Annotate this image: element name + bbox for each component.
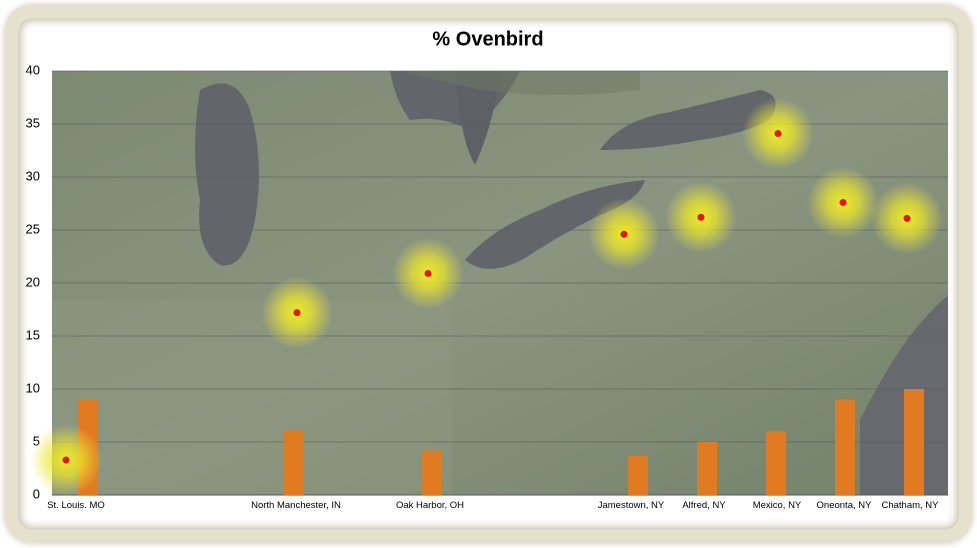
x-tick-label: Oak Harbor, OH xyxy=(395,500,465,511)
bar xyxy=(835,399,855,495)
point xyxy=(697,213,705,221)
x-tick-label: Alfred, NY xyxy=(682,500,726,511)
y-tick-label: 30 xyxy=(26,168,40,183)
x-tick-label: Mexico, NY xyxy=(752,500,802,511)
point xyxy=(774,130,782,138)
x-tick-label: Oneonta, NY xyxy=(816,500,872,511)
bar xyxy=(422,450,442,495)
point xyxy=(293,309,301,317)
y-tick-label: 20 xyxy=(26,274,40,289)
y-tick-label: 10 xyxy=(26,380,40,395)
y-tick-label: 0 xyxy=(33,486,40,501)
bar xyxy=(284,430,304,495)
bar xyxy=(766,431,786,495)
y-tick-label: 15 xyxy=(26,327,40,342)
y-tick-label: 25 xyxy=(26,221,40,236)
x-tick-label: Jamestown, NY xyxy=(597,500,665,511)
x-tick-label: North Manchester, IN xyxy=(251,500,341,511)
y-tick-label: 35 xyxy=(26,115,40,130)
point xyxy=(62,456,70,464)
point xyxy=(839,198,847,206)
x-tick-label: Chatham, NY xyxy=(881,500,939,511)
chart-title: % Ovenbird xyxy=(432,28,543,50)
y-tick-label: 40 xyxy=(26,62,40,77)
bar xyxy=(904,389,924,495)
bar xyxy=(628,455,648,495)
x-tick-label: St. Louis. MO xyxy=(47,500,105,511)
bar xyxy=(697,442,717,495)
point xyxy=(620,230,628,238)
point xyxy=(903,214,911,222)
point xyxy=(424,269,432,277)
